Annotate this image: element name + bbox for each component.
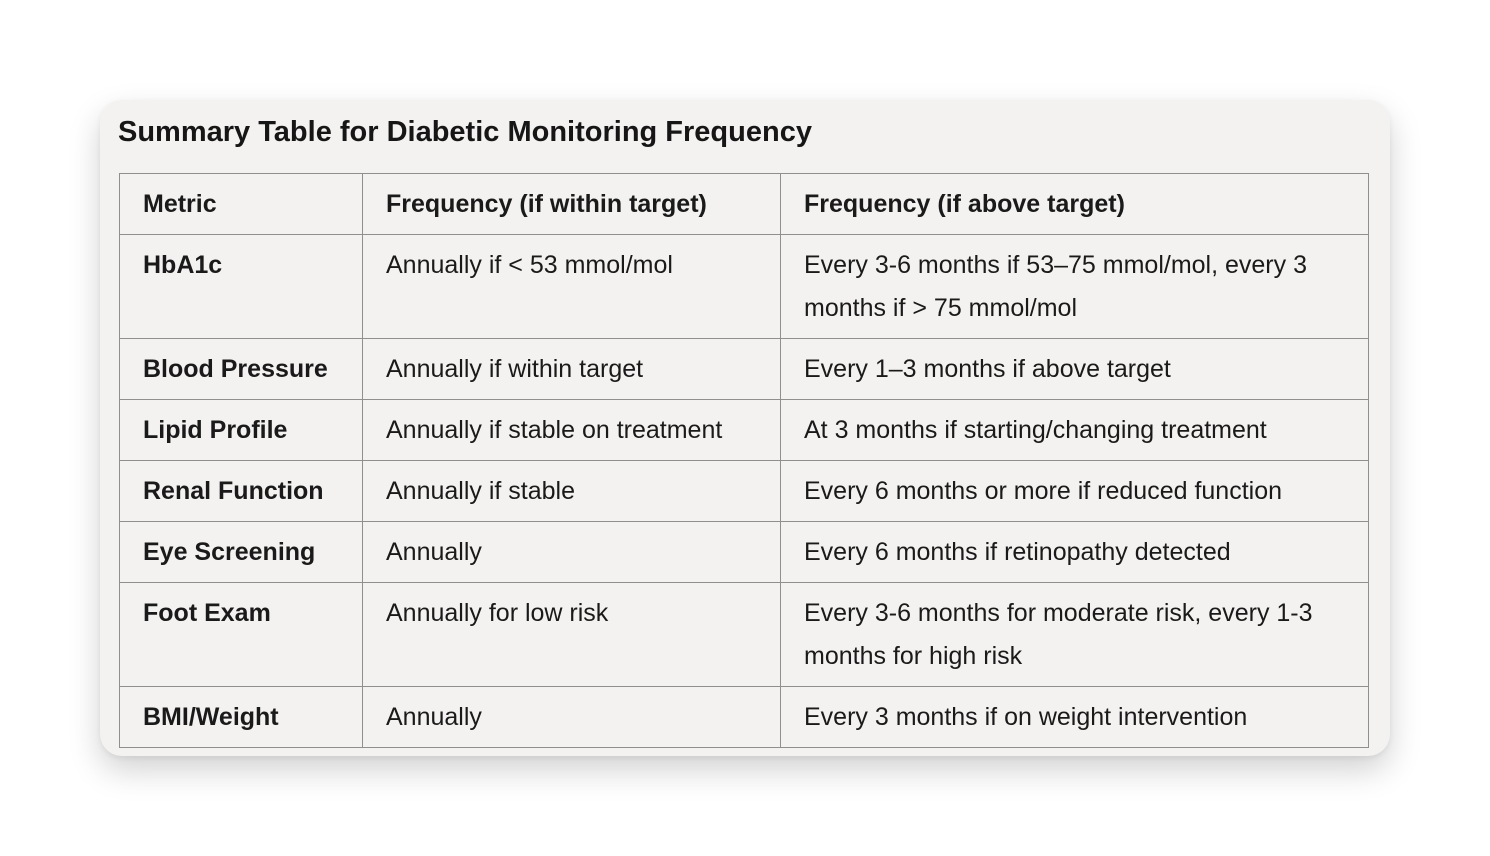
within-target-cell: Annually if stable on treatment xyxy=(362,399,781,461)
header-within-target: Frequency (if within target) xyxy=(362,173,781,235)
above-target-cell: Every 3 months if on weight intervention xyxy=(780,686,1369,748)
within-target-cell: Annually if < 53 mmol/mol xyxy=(362,234,781,339)
table-row: Renal Function Annually if stable Every … xyxy=(119,460,1369,522)
table-row: Blood Pressure Annually if within target… xyxy=(119,338,1369,400)
header-above-target: Frequency (if above target) xyxy=(780,173,1369,235)
above-target-cell: Every 1–3 months if above target xyxy=(780,338,1369,400)
metric-cell: HbA1c xyxy=(119,234,363,339)
table-title: Summary Table for Diabetic Monitoring Fr… xyxy=(118,116,812,148)
above-target-cell: At 3 months if starting/changing treatme… xyxy=(780,399,1369,461)
above-target-cell: Every 3-6 months if 53–75 mmol/mol, ever… xyxy=(780,234,1369,339)
within-target-cell: Annually for low risk xyxy=(362,582,781,687)
monitoring-frequency-table: Metric Frequency (if within target) Freq… xyxy=(119,173,1369,748)
header-metric: Metric xyxy=(119,173,363,235)
summary-card: Summary Table for Diabetic Monitoring Fr… xyxy=(100,100,1390,756)
within-target-cell: Annually if within target xyxy=(362,338,781,400)
within-target-cell: Annually xyxy=(362,686,781,748)
header-row: Metric Frequency (if within target) Freq… xyxy=(119,173,1369,235)
table-row: HbA1c Annually if < 53 mmol/mol Every 3-… xyxy=(119,234,1369,339)
within-target-cell: Annually if stable xyxy=(362,460,781,522)
table-row: Lipid Profile Annually if stable on trea… xyxy=(119,399,1369,461)
metric-cell: Eye Screening xyxy=(119,521,363,583)
metric-cell: Lipid Profile xyxy=(119,399,363,461)
metric-cell: Foot Exam xyxy=(119,582,363,687)
metric-cell: Blood Pressure xyxy=(119,338,363,400)
above-target-cell: Every 6 months or more if reduced functi… xyxy=(780,460,1369,522)
within-target-cell: Annually xyxy=(362,521,781,583)
metric-cell: BMI/Weight xyxy=(119,686,363,748)
table-row: Eye Screening Annually Every 6 months if… xyxy=(119,521,1369,583)
table-row: Foot Exam Annually for low risk Every 3-… xyxy=(119,582,1369,687)
above-target-cell: Every 6 months if retinopathy detected xyxy=(780,521,1369,583)
above-target-cell: Every 3-6 months for moderate risk, ever… xyxy=(780,582,1369,687)
metric-cell: Renal Function xyxy=(119,460,363,522)
table-row: BMI/Weight Annually Every 3 months if on… xyxy=(119,686,1369,748)
